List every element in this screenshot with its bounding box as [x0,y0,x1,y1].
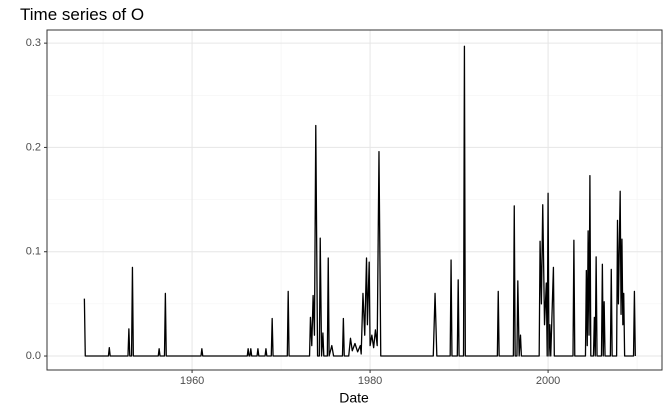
chart-title: Time series of O [20,5,144,24]
x-tick-label: 1980 [358,375,382,387]
y-tick-label: 0.2 [26,141,41,153]
series-line [83,45,636,357]
y-tick-label: 0.1 [26,246,41,258]
y-tick-label: 0.3 [26,37,41,49]
panel-border [46,29,663,371]
x-tick-label: 2000 [536,375,560,387]
y-tick-label: 0.0 [26,350,41,362]
x-axis-title: Date [339,390,369,406]
x-tick-label: 1960 [180,375,204,387]
